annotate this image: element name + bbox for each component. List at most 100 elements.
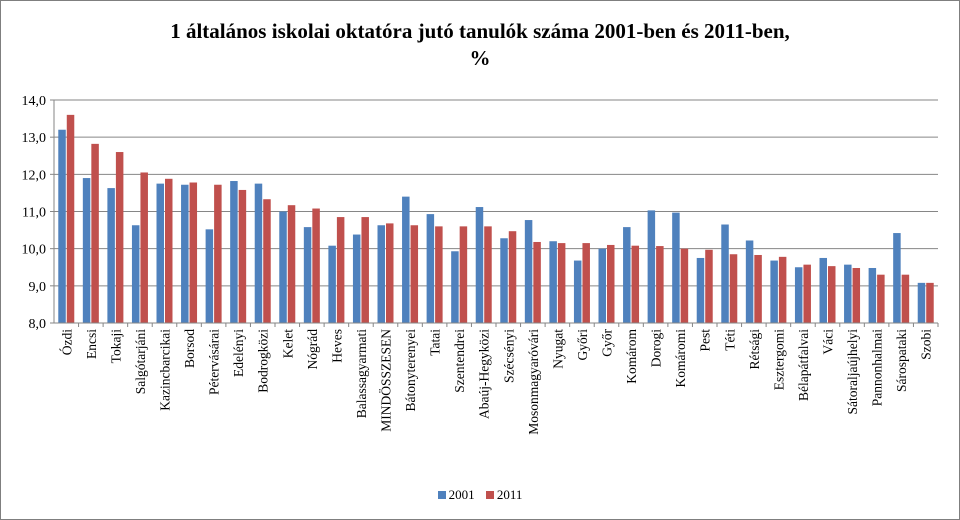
bar-2001	[58, 129, 66, 323]
y-axis: 8,0 9,0 10,0 11,0 12,0 13,0 14,0	[22, 94, 55, 332]
bar-2011	[238, 189, 247, 323]
y-tick-label: 9,0	[29, 280, 47, 295]
bar-2001	[647, 210, 656, 323]
bar-2001	[107, 188, 115, 323]
y-tick-label: 14,0	[22, 94, 47, 109]
bar-2001	[254, 183, 263, 323]
bar-2001	[868, 267, 877, 323]
x-tick-label: Rétsági	[747, 329, 762, 370]
y-tick-label: 8,0	[29, 317, 47, 332]
bar-2011	[484, 226, 492, 323]
bar-2001	[598, 248, 606, 323]
x-tick-label: Heves	[329, 329, 344, 363]
legend-swatch-2001	[437, 491, 446, 499]
bar-2011	[852, 267, 861, 323]
bar-2011	[336, 217, 345, 323]
bar-2001	[181, 184, 189, 323]
bar-2011	[312, 208, 320, 323]
legend-swatch-2011	[485, 491, 494, 499]
bar-2001	[500, 238, 508, 323]
x-tick-label: Tokaji	[108, 329, 123, 364]
bars	[58, 114, 934, 323]
x-tick-label: Váci	[821, 329, 836, 355]
bar-2001	[524, 220, 533, 323]
x-tick-label: Pannonhalmai	[870, 329, 885, 406]
legend-label-2001: 2001	[448, 487, 475, 502]
x-tick-label: Komárom	[624, 329, 639, 384]
x-tick-label: Szentendrei	[452, 329, 467, 393]
x-tick-label: Salgótarjáni	[133, 329, 148, 394]
bar-2011	[140, 172, 148, 323]
bar-2011	[607, 244, 615, 323]
x-tick-label: Pétervásárai	[207, 329, 222, 395]
bar-2011	[263, 199, 271, 323]
x-tick-label: MINDÖSSZESEN	[379, 329, 394, 432]
bar-2001	[475, 207, 484, 323]
bar-2011	[91, 143, 99, 323]
x-tick-label: Bélapátfalvai	[796, 329, 811, 401]
y-tick-label: 12,0	[22, 168, 47, 183]
bar-2001	[917, 282, 926, 323]
bar-2011	[729, 254, 738, 323]
bar-2001	[844, 264, 852, 323]
bar-2001	[745, 240, 754, 323]
x-tick-label: Edelényi	[231, 329, 246, 377]
bar-2011	[361, 217, 369, 323]
bar-2011	[435, 226, 443, 323]
bar-2011	[66, 114, 75, 323]
bar-2001	[303, 227, 312, 323]
x-tick-label: Esztergomi	[771, 329, 786, 390]
bar-2011	[803, 264, 811, 323]
x-tick-label: Szobi	[919, 329, 934, 360]
bar-2001	[451, 251, 459, 323]
legend-item-2001: 2001	[437, 487, 475, 503]
bar-2001	[230, 181, 238, 323]
bar-2001	[770, 260, 778, 323]
bar-2001	[696, 257, 705, 323]
bar-2001	[623, 227, 631, 323]
bar-2011	[828, 266, 836, 323]
x-tick-label: Borsod	[182, 329, 197, 368]
bar-2011	[459, 226, 468, 323]
bar-2011	[901, 274, 910, 323]
bar-2001	[721, 224, 729, 323]
bar-2011	[631, 245, 640, 323]
bar-2001	[672, 212, 680, 323]
bar-2011	[214, 184, 222, 323]
bar-2011	[754, 254, 762, 323]
bar-2011	[533, 241, 541, 323]
y-tick-label: 11,0	[22, 206, 46, 221]
x-tick-label: Kelet	[280, 329, 295, 358]
legend: 2001 2011	[0, 487, 960, 503]
bar-2001	[352, 234, 361, 323]
bar-2001	[279, 211, 287, 323]
bar-2001	[794, 267, 803, 323]
bar-2001	[426, 214, 435, 323]
bar-2001	[328, 245, 336, 323]
bar-2001	[549, 241, 557, 323]
x-tick-label: Nyugat	[550, 329, 565, 369]
bar-2011	[705, 249, 713, 323]
x-tick-label: Mosonmagyaróvári	[526, 329, 541, 435]
x-axis: Ózdi Encsi Tokaji Salgótarjáni Kazincbarcika…	[54, 322, 939, 435]
bar-2011	[778, 256, 787, 323]
bar-2001	[402, 196, 410, 323]
bar-2011	[582, 243, 590, 323]
bar-2011	[680, 248, 689, 323]
bar-2011	[189, 182, 198, 323]
bar-2001	[377, 225, 385, 323]
bar-2001	[205, 229, 214, 323]
x-tick-label: Dorogi	[649, 329, 664, 367]
x-tick-label: Pest	[698, 329, 713, 352]
x-tick-label: Nógrád	[305, 329, 320, 370]
chart-title-line-2: %	[469, 46, 491, 70]
x-tick-label: Téti	[722, 329, 737, 351]
x-tick-label: Encsi	[84, 329, 99, 359]
x-tick-label: Tatai	[428, 329, 443, 356]
bar-2011	[656, 246, 664, 323]
bar-2011	[115, 152, 124, 323]
bar-2011	[386, 223, 394, 323]
x-tick-label: Győri	[575, 329, 590, 361]
y-tick-label: 10,0	[22, 243, 47, 258]
